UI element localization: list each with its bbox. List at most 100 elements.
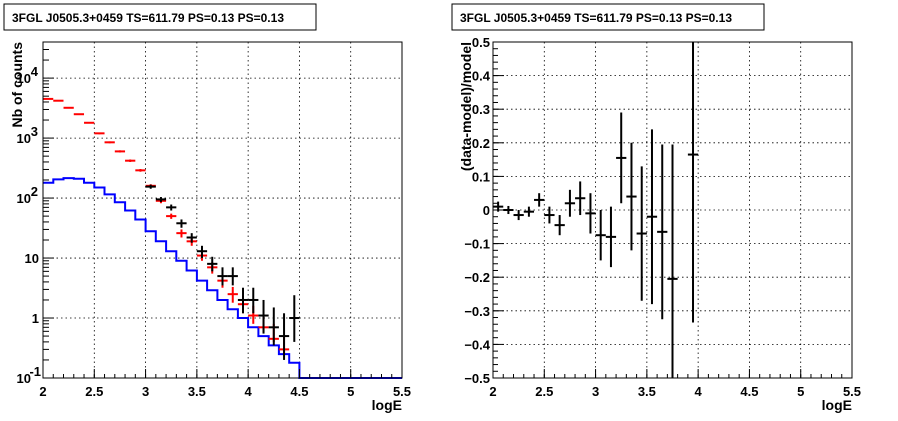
data-point: [176, 229, 187, 238]
left-grid: [43, 42, 402, 378]
data-point: [554, 215, 565, 236]
y-tick-label: 10: [17, 131, 31, 146]
right-axes: 2 2.5 3 3.5 4 4.5 5 5.5 −0.5 −0.4 −0.3 −0.2 −0.1 0 0.1…: [464, 35, 861, 399]
data-point: [575, 181, 586, 216]
y-tick-label: 10: [17, 71, 31, 86]
right-title: 3FGL J0505.3+0459 TS=611.79 PS=0.13 PS=0…: [460, 11, 732, 25]
data-point: [503, 205, 514, 215]
data-point: [135, 169, 146, 172]
data-point: [646, 129, 658, 305]
data-point: [595, 210, 606, 261]
data-point: [585, 193, 596, 234]
data-point: [217, 267, 228, 286]
y-tick-label: 0: [483, 203, 490, 218]
x-tick-label: 2.5: [535, 384, 553, 399]
y-tick-label: 0.2: [472, 136, 490, 151]
left-xlabel: logE: [372, 397, 402, 413]
data-point: [63, 106, 74, 109]
data-point: [155, 197, 167, 202]
y-tick-label: 10: [25, 251, 39, 266]
data-point: [564, 189, 576, 217]
x-tick-label: 4.5: [290, 384, 308, 399]
y-tick-label: 1: [32, 311, 39, 326]
data-point: [289, 295, 300, 342]
left-ylabel: Nb of counts: [9, 42, 25, 128]
data-point: [186, 233, 197, 243]
data-point: [534, 193, 545, 207]
data-point: [523, 206, 535, 217]
data-point: [73, 113, 85, 116]
data-point: [125, 159, 136, 162]
data-point: [605, 206, 617, 268]
x-tick-label: 5: [797, 384, 804, 399]
left-series: [43, 97, 402, 379]
data-point: [667, 144, 678, 378]
y-tick-exponent: -1: [29, 364, 41, 379]
data-point: [166, 204, 177, 211]
left-title: 3FGL J0505.3+0459 TS=611.79 PS=0.13 PS=0…: [12, 11, 284, 25]
y-tick-label: −0.1: [464, 237, 490, 252]
right-xlabel: logE: [822, 397, 852, 413]
data-point: [237, 287, 249, 314]
x-tick-label: 3: [142, 384, 149, 399]
x-tick-label: 2: [39, 384, 46, 399]
x-tick-label: 4: [245, 384, 253, 399]
data-point: [94, 132, 105, 135]
data-point: [207, 256, 218, 272]
data-point: [227, 267, 238, 286]
right-ylabel: (data-model)/model: [458, 42, 474, 171]
y-tick-exponent: 2: [31, 184, 38, 199]
x-tick-label: 4.5: [740, 384, 758, 399]
right-series: [493, 42, 699, 378]
y-tick-label: 0.3: [472, 102, 490, 117]
y-tick-label: −0.3: [464, 304, 490, 319]
right-title-box: [451, 3, 765, 31]
x-tick-label: 5.5: [843, 384, 861, 399]
data-point: [196, 245, 208, 259]
data-point: [176, 219, 187, 228]
right-panel: 3FGL J0505.3+0459 TS=611.79 PS=0.13 PS=0…: [451, 3, 861, 413]
y-tick-label: 10: [17, 191, 31, 206]
x-tick-label: 3.5: [188, 384, 206, 399]
y-tick-label: −0.5: [464, 371, 490, 386]
left-title-box: [3, 3, 317, 31]
y-tick-label: −0.4: [464, 337, 490, 352]
x-tick-label: 4: [695, 384, 703, 399]
data-point: [43, 97, 54, 100]
data-point: [278, 313, 290, 360]
y-tick-exponent: 4: [31, 64, 39, 79]
left-frame: [42, 41, 403, 379]
data-point: [248, 287, 259, 314]
data-point: [104, 141, 115, 144]
x-tick-label: 5: [347, 384, 354, 399]
data-point: [258, 299, 269, 334]
data-point: [616, 112, 627, 204]
data-point: [544, 206, 555, 224]
y-tick-exponent: 3: [31, 124, 38, 139]
data-point: [513, 210, 524, 221]
y-tick-label: 0.1: [472, 169, 490, 184]
x-tick-label: 5.5: [393, 384, 411, 399]
data-point: [268, 307, 279, 346]
data-point: [145, 184, 156, 189]
left-panel: 3FGL J0505.3+0459 TS=611.79 PS=0.13 PS=0…: [3, 3, 411, 413]
x-tick-label: 2: [489, 384, 496, 399]
data-point: [53, 99, 64, 102]
data-point: [636, 166, 647, 301]
x-tick-label: 3.5: [638, 384, 656, 399]
data-point: [626, 142, 637, 251]
data-point: [166, 213, 177, 219]
data-point: [114, 150, 126, 153]
data-point: [687, 42, 699, 323]
x-tick-label: 2.5: [85, 384, 103, 399]
right-grid: [493, 42, 852, 378]
y-tick-label: −0.2: [464, 270, 490, 285]
data-point: [227, 286, 238, 303]
y-tick-label: 0.5: [472, 35, 490, 50]
x-tick-label: 3: [592, 384, 599, 399]
y-tick-label: 10: [17, 371, 31, 386]
data-point: [657, 144, 668, 320]
y-tick-label: 0.4: [472, 69, 491, 84]
